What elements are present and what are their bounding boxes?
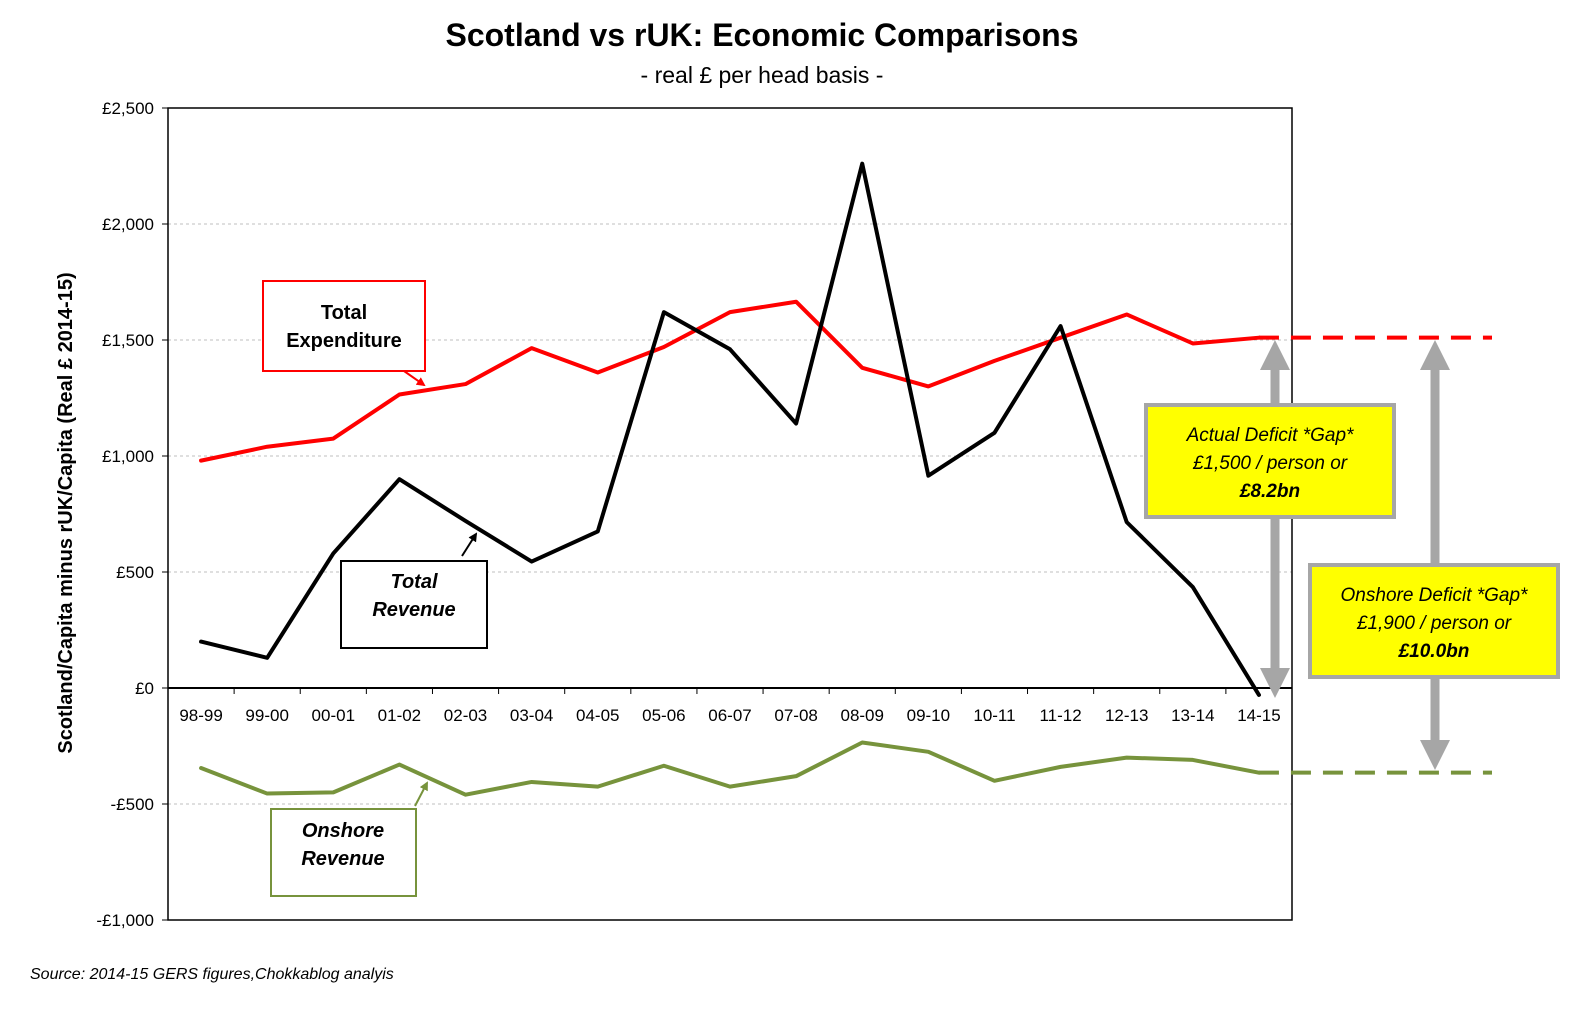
x-tick-label: 05-06 xyxy=(642,706,685,725)
source-note: Source: 2014-15 GERS figures,Chokkablog … xyxy=(30,966,394,983)
x-tick-label: 10-11 xyxy=(973,706,1015,725)
y-tick-label: £1,500 xyxy=(102,331,154,350)
x-tick-label: 00-01 xyxy=(312,706,355,725)
total-expenditure-label: Total Expenditure xyxy=(262,280,426,387)
onshore-gap-arrow xyxy=(1420,340,1450,770)
expenditure-label-line1: Total xyxy=(321,302,367,324)
x-tick-label: 99-00 xyxy=(245,706,288,725)
y-tick-label: -£500 xyxy=(111,795,154,814)
chart-subtitle: - real £ per head basis - xyxy=(641,62,884,88)
x-tick-label: 13-14 xyxy=(1171,706,1214,725)
x-tick-label: 98-99 xyxy=(179,706,222,725)
x-axis-ticks: 98-99 99-00 00-01 01-02 02-03 03-04 04-05 05-06… xyxy=(167,688,1293,725)
onshore-label-line1: Onshore xyxy=(302,820,384,842)
x-tick-label: 06-07 xyxy=(708,706,751,725)
y-axis-ticks: -£1,000 -£500 £0 £500 £1,000 £1,500 £2,000 £2,5… xyxy=(96,99,168,930)
revenue-label-line1: Total xyxy=(390,571,437,593)
actual-gap-line3: £8.2bn xyxy=(1239,481,1300,502)
series-total-revenue xyxy=(199,161,1261,697)
y-tick-label: £0 xyxy=(135,679,154,698)
x-tick-label: 07-08 xyxy=(774,706,817,725)
x-tick-label: 12-13 xyxy=(1105,706,1148,725)
x-tick-label: 08-09 xyxy=(840,706,883,725)
y-tick-label: -£1,000 xyxy=(96,911,154,930)
y-tick-label: £500 xyxy=(116,563,154,582)
series-lines xyxy=(199,161,1492,797)
x-tick-label: 02-03 xyxy=(444,706,487,725)
y-tick-label: £2,500 xyxy=(102,99,154,118)
x-tick-label: 11-12 xyxy=(1039,706,1081,725)
x-tick-label: 14-15 xyxy=(1237,706,1280,725)
actual-gap-line1: Actual Deficit *Gap* xyxy=(1186,425,1354,446)
x-tick-label: 09-10 xyxy=(907,706,950,725)
onshore-label-line2: Revenue xyxy=(301,848,384,870)
y-axis-label: Scotland/Capita minus rUK/Capita (Real £… xyxy=(55,272,77,753)
total-revenue-label: Total Revenue xyxy=(340,532,488,649)
onshore-gap-line1: Onshore Deficit *Gap* xyxy=(1341,585,1529,606)
onshore-gap-line3: £10.0bn xyxy=(1398,641,1470,662)
revenue-label-line2: Revenue xyxy=(372,599,455,621)
chart-title: Scotland vs rUK: Economic Comparisons xyxy=(445,17,1078,53)
expenditure-label-line2: Expenditure xyxy=(286,330,402,352)
y-tick-label: £2,000 xyxy=(102,215,154,234)
onshore-revenue-label: Onshore Revenue xyxy=(270,781,428,897)
x-tick-label: 04-05 xyxy=(576,706,619,725)
series-onshore-revenue xyxy=(199,740,1261,797)
onshore-gap-line2: £1,900 / person or xyxy=(1356,613,1512,634)
series-total-expenditure xyxy=(199,299,1261,463)
onshore-deficit-box: Onshore Deficit *Gap* £1,900 / person or… xyxy=(1308,563,1560,679)
actual-gap-line2: £1,500 / person or xyxy=(1192,453,1348,474)
actual-deficit-box: Actual Deficit *Gap* £1,500 / person or … xyxy=(1144,403,1396,519)
x-tick-label: 03-04 xyxy=(510,706,553,725)
x-tick-label: 01-02 xyxy=(378,706,421,725)
y-tick-label: £1,000 xyxy=(102,447,154,466)
